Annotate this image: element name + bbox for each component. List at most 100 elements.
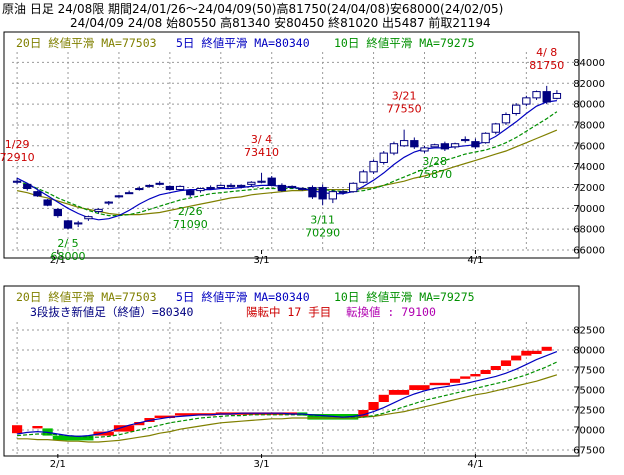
candle-up bbox=[94, 208, 103, 212]
price-y-axis: 66000 68000 70000 72000 74000 76000 78000 80000… bbox=[573, 58, 605, 257]
y-tick-label: 68000 bbox=[573, 225, 605, 236]
y-tick-label: 70000 bbox=[573, 204, 605, 215]
brick-up bbox=[480, 370, 491, 374]
candle-down bbox=[135, 188, 144, 191]
brick-up bbox=[174, 413, 216, 416]
annotation-value: 73410 bbox=[244, 146, 279, 159]
annotation-value: 81750 bbox=[529, 59, 564, 72]
header-line-1: 原油 日足 24/08限 期間24/01/26～24/04/09(50)高817… bbox=[2, 1, 503, 16]
annotation-date: 2/26 bbox=[178, 205, 203, 218]
y-tick-label: 74000 bbox=[573, 162, 605, 173]
brick-up bbox=[368, 402, 379, 410]
x-tick-label: 4/1 bbox=[467, 459, 483, 470]
break-y-axis: 67500 70000 72500 75000 77500 80000 82500 bbox=[573, 326, 605, 457]
y-tick-label: 84000 bbox=[573, 58, 605, 69]
y-tick-label: 80000 bbox=[573, 100, 605, 111]
annotation-date: 1/29 bbox=[5, 138, 30, 151]
annotation-value: 75870 bbox=[417, 168, 452, 181]
y-tick-label: 82000 bbox=[573, 79, 605, 90]
candle-up bbox=[359, 171, 368, 183]
candle-up bbox=[328, 191, 337, 200]
candle-up bbox=[501, 114, 511, 124]
candle-up bbox=[532, 91, 541, 99]
annotation-date: 3/28 bbox=[422, 155, 447, 168]
break-status: 陽転中 17 手目 bbox=[246, 305, 331, 319]
candle-down bbox=[277, 184, 287, 192]
candle-up bbox=[84, 216, 93, 220]
candle-down bbox=[23, 183, 32, 190]
candle-up bbox=[491, 123, 500, 133]
candle-down bbox=[267, 177, 276, 186]
candle-up bbox=[349, 182, 358, 193]
x-tick-label: 3/1 bbox=[253, 255, 269, 266]
candle-up bbox=[430, 144, 439, 148]
x-tick-label: 3/1 bbox=[253, 459, 269, 470]
candle-up bbox=[369, 160, 378, 173]
legend-ma20: 20日 終値平滑 MA=77503 bbox=[16, 36, 157, 50]
candle-up bbox=[206, 186, 215, 190]
candle-down bbox=[308, 186, 317, 198]
price-ma-lines bbox=[16, 100, 558, 221]
candle-up bbox=[450, 143, 460, 148]
candle-up bbox=[522, 97, 531, 105]
candle-up bbox=[74, 222, 83, 225]
annotation-value: 71090 bbox=[173, 218, 208, 231]
brick-up bbox=[521, 350, 532, 356]
candle-down bbox=[471, 141, 480, 148]
y-tick-label: 67500 bbox=[573, 446, 605, 457]
candle-up bbox=[298, 188, 307, 191]
brick-up bbox=[429, 382, 450, 386]
candle-down bbox=[145, 184, 154, 187]
brick-up bbox=[449, 378, 461, 383]
candle-down bbox=[63, 220, 73, 229]
candle-up bbox=[461, 139, 470, 142]
brick-up bbox=[409, 385, 430, 390]
brick-up bbox=[12, 425, 23, 434]
candle-down bbox=[186, 190, 195, 196]
candle-up bbox=[114, 195, 124, 198]
candle-up bbox=[338, 191, 348, 194]
brick-up bbox=[460, 376, 471, 379]
annotation-value: 70290 bbox=[305, 226, 340, 239]
x-tick-label: 2/1 bbox=[50, 255, 66, 266]
candle-up bbox=[124, 192, 134, 195]
candle-down bbox=[318, 186, 327, 200]
ma20-line bbox=[16, 129, 558, 216]
ma5-line bbox=[16, 100, 557, 221]
legend-ma10: 10日 終値平滑 MA=79275 bbox=[334, 36, 475, 50]
y-tick-label: 72000 bbox=[573, 183, 605, 194]
candle-up bbox=[420, 147, 429, 152]
break-panel-frame bbox=[3, 285, 580, 457]
candle-down bbox=[440, 143, 450, 150]
candle-up bbox=[389, 143, 399, 154]
annotation-date: 3/ 4 bbox=[251, 133, 272, 146]
legend-ma5: 5日 終値平滑 MA=80340 bbox=[176, 36, 310, 50]
legend2-ma20: 20日 終値平滑 MA=77503 bbox=[16, 290, 157, 304]
candle-up bbox=[247, 181, 256, 185]
break-info-label: 3段抜き新値足（終値）=80340 bbox=[30, 305, 194, 319]
y-tick-label: 77500 bbox=[573, 366, 605, 377]
x-tick-label: 2/1 bbox=[50, 459, 66, 470]
y-tick-label: 75000 bbox=[573, 386, 605, 397]
brick-up bbox=[470, 374, 481, 377]
legend2-ma5: 5日 終値平滑 MA=80340 bbox=[176, 290, 310, 304]
legend2-ma10: 10日 終値平滑 MA=79275 bbox=[334, 290, 475, 304]
ma20-line bbox=[17, 374, 558, 443]
candle-down bbox=[410, 140, 419, 148]
brick-up bbox=[500, 360, 512, 366]
candle-up bbox=[552, 92, 562, 99]
brick-up bbox=[113, 425, 135, 432]
break-bricks bbox=[12, 346, 552, 441]
price-panel-frame bbox=[3, 31, 580, 259]
break-panel: 20日 終値平滑 MA=77503 5日 終値平滑 MA=80340 10日 終… bbox=[3, 285, 605, 470]
brick-up bbox=[541, 346, 552, 351]
candle-down bbox=[165, 185, 175, 191]
x-tick-label: 4/1 bbox=[467, 255, 483, 266]
annotation-value: 77550 bbox=[387, 103, 422, 116]
candle-up bbox=[196, 188, 205, 192]
break-reversal: 転換値 : 79100 bbox=[346, 305, 436, 319]
break-x-axis: 2/1 3/1 4/1 bbox=[50, 454, 483, 470]
candle-up bbox=[257, 180, 266, 183]
annotation-value: 72910 bbox=[0, 151, 35, 164]
brick-up bbox=[388, 390, 410, 395]
